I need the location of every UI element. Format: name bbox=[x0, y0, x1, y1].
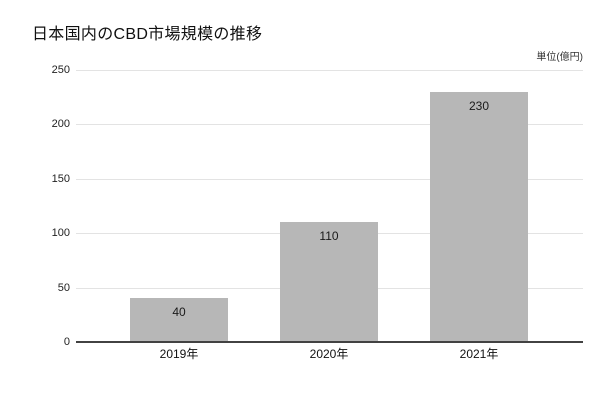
chart-title: 日本国内のCBD市場規模の推移 bbox=[32, 26, 263, 43]
y-axis-tick-label: 150 bbox=[51, 173, 70, 185]
bar-value-label: 110 bbox=[319, 229, 339, 244]
bar-2021年 bbox=[430, 91, 528, 342]
x-axis-category-label: 2019年 bbox=[159, 347, 199, 361]
y-axis-tick-label: 250 bbox=[51, 64, 70, 76]
y-axis-tick-label: 0 bbox=[63, 336, 70, 348]
y-axis-tick-label: 200 bbox=[51, 118, 70, 130]
y-axis-tick-label: 50 bbox=[57, 282, 70, 294]
bar-value-label: 40 bbox=[172, 305, 186, 320]
gridline-y-250 bbox=[76, 70, 583, 71]
gridline-y-150 bbox=[76, 179, 583, 180]
bar-2019年 bbox=[130, 298, 228, 342]
unit-label: 単位(億円) bbox=[536, 52, 583, 63]
bar-2020年 bbox=[280, 222, 378, 342]
x-axis-line bbox=[76, 341, 583, 343]
y-axis-tick-label: 100 bbox=[51, 227, 70, 239]
gridline-y-200 bbox=[76, 124, 583, 125]
bar-value-label: 230 bbox=[468, 98, 490, 113]
x-axis-category-label: 2020年 bbox=[309, 347, 349, 361]
x-axis-category-label: 2021年 bbox=[459, 347, 499, 361]
